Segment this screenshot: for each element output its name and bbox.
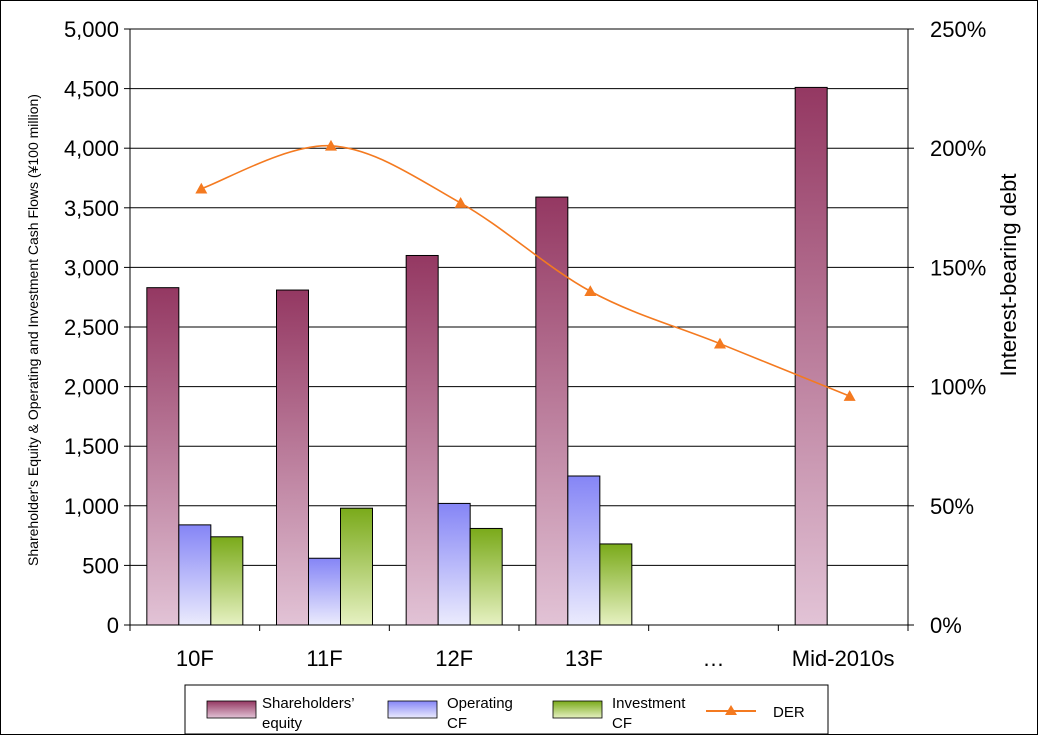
y-right-tick-label: 100% (930, 375, 986, 400)
der-marker (324, 139, 337, 151)
legend-label-investment-line1: Investment (612, 695, 686, 712)
x-tick-label: 10F (176, 646, 214, 671)
x-tick-label: … (703, 646, 725, 671)
bar-investment-cf (599, 543, 633, 626)
gridlines (129, 28, 909, 626)
y-left-tick-label: 5,000 (64, 17, 119, 42)
x-tick-label: Mid-2010s (792, 646, 895, 671)
legend-label-equity-line2: equity (262, 715, 303, 732)
axes: 0 500 1,000 1,500 2,000 2,500 3,000 3,500 4,000 4… (64, 17, 986, 671)
y-left-tick-label: 2,500 (64, 315, 119, 340)
bar-investment-cf (210, 536, 244, 626)
bar-operating-cf (567, 475, 601, 626)
y-right-tick-label: 150% (930, 255, 986, 280)
legend-label-operating-line2: CF (447, 715, 467, 732)
der-marker (843, 390, 856, 401)
y-left-tick-label: 3,000 (64, 255, 119, 280)
y-left-tick-label: 500 (82, 553, 119, 578)
legend-swatch-operating-cf (387, 700, 438, 719)
der-line-layer (195, 139, 856, 401)
y-right-tick-label: 250% (930, 17, 986, 42)
der-marker (713, 337, 726, 349)
der-line (201, 145, 850, 397)
bar-equity (276, 289, 309, 626)
y-right-tick-label: 50% (930, 494, 974, 519)
legend-box (184, 684, 829, 735)
y-right-tick-label: 0% (930, 613, 962, 638)
bar-operating-cf (178, 524, 212, 626)
bar-investment-cf (469, 527, 503, 626)
bar-equity (146, 287, 180, 626)
bar-operating-cf (437, 502, 471, 626)
der-marker (584, 285, 597, 297)
legend-swatch-investment-cf (552, 700, 603, 719)
bars (146, 86, 828, 626)
legend-label-investment-line2: CF (612, 715, 632, 732)
legend-label-equity-line1: Shareholders’ (262, 695, 355, 712)
bar-investment-cf (340, 507, 373, 626)
bar-equity (535, 196, 569, 626)
y-axis-right-title: Interest-bearing debt (996, 173, 1021, 376)
der-marker (195, 182, 208, 194)
y-left-tick-label: 0 (107, 613, 119, 638)
y-axis-left-title: Shareholder's Equity & Operating and Inv… (25, 94, 41, 566)
y-left-tick-label: 4,000 (64, 136, 119, 161)
y-left-tick-label: 1,500 (64, 434, 119, 459)
bar-operating-cf (308, 557, 341, 626)
x-tick-label: 11F (306, 646, 342, 671)
legend-swatch-equity (206, 700, 257, 719)
x-tick-label: 13F (565, 646, 603, 671)
x-tick-label: 12F (435, 646, 473, 671)
bar-equity (794, 86, 828, 626)
y-left-tick-label: 1,000 (64, 494, 119, 519)
legend-label-der: DER (773, 704, 805, 721)
bar-equity (405, 254, 439, 626)
y-left-tick-label: 4,500 (64, 77, 119, 102)
der-marker (454, 197, 467, 208)
legend-label-operating-line1: Operating (447, 695, 513, 712)
y-right-tick-label: 200% (930, 136, 986, 161)
legend-swatch-der-marker (725, 705, 737, 715)
y-left-tick-label: 3,500 (64, 196, 119, 221)
y-left-tick-label: 2,000 (64, 375, 119, 400)
legend: Shareholders’ equity Operating CF Invest… (184, 684, 829, 735)
